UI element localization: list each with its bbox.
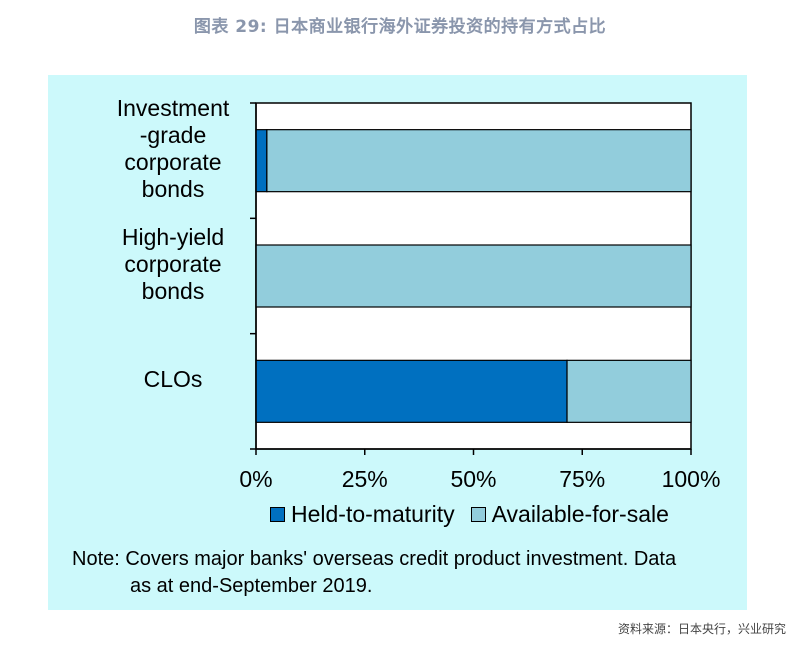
legend-label: Held-to-maturity: [291, 500, 455, 527]
bar-available-for-sale-1: [255, 244, 692, 308]
legend-item-available-for-sale: Available-for-sale: [470, 500, 669, 528]
chart-title: 图表 29: 日本商业银行海外证券投资的持有方式占比: [193, 17, 607, 37]
note-line-1: Note: Covers major banks' overseas credi…: [72, 548, 677, 570]
legend-label: Available-for-sale: [491, 500, 669, 527]
bar-held-to-maturity-0: [255, 129, 268, 193]
category-label: High-yield corporate bonds: [121, 223, 225, 304]
legend-item-held-to-maturity: Held-to-maturity: [270, 501, 455, 528]
x-tick-label: 75%: [559, 466, 605, 492]
bar-available-for-sale-2: [566, 359, 692, 423]
legend-swatch: [470, 506, 486, 522]
legend: Held-to-maturity Available-for-sale: [270, 500, 685, 528]
chart-note: Note: Covers major banks' overseas credi…: [72, 546, 752, 600]
x-tick-label: 50%: [450, 466, 496, 492]
note-line-2: as at end-September 2019.: [130, 575, 373, 597]
x-tick-label: 25%: [342, 466, 388, 492]
x-tick-label: 0%: [239, 466, 272, 492]
bar-available-for-sale-0: [266, 129, 692, 193]
source-text: 资料来源：日本央行，兴业研究: [617, 622, 786, 636]
bar-held-to-maturity-2: [255, 359, 568, 423]
x-tick-label: 100%: [662, 466, 721, 492]
category-label: Investment -grade corporate bonds: [116, 94, 230, 202]
category-label: CLOs: [143, 365, 203, 392]
legend-swatch: [270, 506, 285, 522]
